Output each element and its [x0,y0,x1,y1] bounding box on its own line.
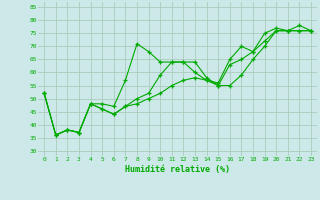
X-axis label: Humidité relative (%): Humidité relative (%) [125,165,230,174]
